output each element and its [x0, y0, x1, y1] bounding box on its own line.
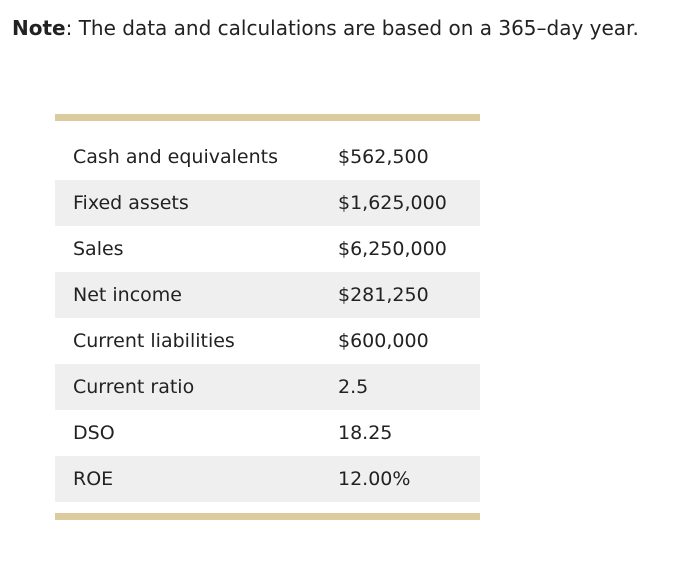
row-value: 18.25 — [338, 422, 393, 444]
table-row: Current liabilities $600,000 — [55, 318, 480, 364]
table-bottom-rule — [55, 513, 480, 520]
row-value: $6,250,000 — [338, 238, 447, 260]
row-label: DSO — [73, 422, 115, 444]
row-value: $600,000 — [338, 330, 429, 352]
table-row: Net income $281,250 — [55, 272, 480, 318]
row-value: $562,500 — [338, 146, 429, 168]
row-label: Current liabilities — [73, 330, 235, 352]
row-label: Net income — [73, 284, 182, 306]
note-label: Note — [12, 16, 66, 40]
row-label: Fixed assets — [73, 192, 189, 214]
row-label: Current ratio — [73, 376, 195, 398]
table-top-rule — [55, 114, 480, 121]
table-row: Fixed assets $1,625,000 — [55, 180, 480, 226]
row-label: Cash and equivalents — [73, 146, 278, 168]
table-row: Current ratio 2.5 — [55, 364, 480, 410]
row-label: ROE — [73, 468, 114, 490]
note: Note: The data and calculations are base… — [12, 16, 639, 40]
row-value: $281,250 — [338, 284, 429, 306]
table-row: DSO 18.25 — [55, 410, 480, 456]
table: Cash and equivalents $562,500 Fixed assets… — [55, 134, 480, 502]
table-row: Sales $6,250,000 — [55, 226, 480, 272]
table-row: ROE 12.00% — [55, 456, 480, 502]
row-value: 12.00% — [338, 468, 411, 490]
row-label: Sales — [73, 238, 124, 260]
row-value: $1,625,000 — [338, 192, 447, 214]
table-row: Cash and equivalents $562,500 — [55, 134, 480, 180]
note-text: : The data and calculations are based on… — [65, 16, 639, 40]
row-value: 2.5 — [338, 376, 369, 398]
